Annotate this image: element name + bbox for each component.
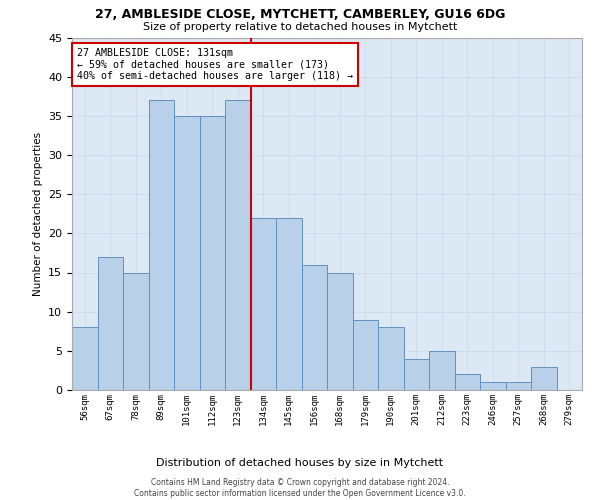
Text: 27 AMBLESIDE CLOSE: 131sqm
← 59% of detached houses are smaller (173)
40% of sem: 27 AMBLESIDE CLOSE: 131sqm ← 59% of deta… (77, 48, 353, 82)
Bar (480, 382, 505, 390)
Bar (429, 351, 455, 390)
Bar (97, 257, 123, 390)
Bar (199, 116, 225, 390)
Text: Distribution of detached houses by size in Mytchett: Distribution of detached houses by size … (157, 458, 443, 468)
Bar (149, 100, 174, 390)
Text: Size of property relative to detached houses in Mytchett: Size of property relative to detached ho… (143, 22, 457, 32)
Bar (225, 100, 251, 390)
Bar (353, 320, 378, 390)
Bar (404, 358, 429, 390)
Bar (378, 328, 404, 390)
Bar (531, 366, 557, 390)
Text: Contains HM Land Registry data © Crown copyright and database right 2024.
Contai: Contains HM Land Registry data © Crown c… (134, 478, 466, 498)
Bar (455, 374, 480, 390)
Bar (72, 328, 97, 390)
Y-axis label: Number of detached properties: Number of detached properties (32, 132, 43, 296)
Bar (174, 116, 199, 390)
Text: 27, AMBLESIDE CLOSE, MYTCHETT, CAMBERLEY, GU16 6DG: 27, AMBLESIDE CLOSE, MYTCHETT, CAMBERLEY… (95, 8, 505, 20)
Bar (276, 218, 302, 390)
Bar (302, 264, 327, 390)
Bar (505, 382, 531, 390)
Bar (123, 272, 149, 390)
Bar (251, 218, 276, 390)
Bar (327, 272, 353, 390)
